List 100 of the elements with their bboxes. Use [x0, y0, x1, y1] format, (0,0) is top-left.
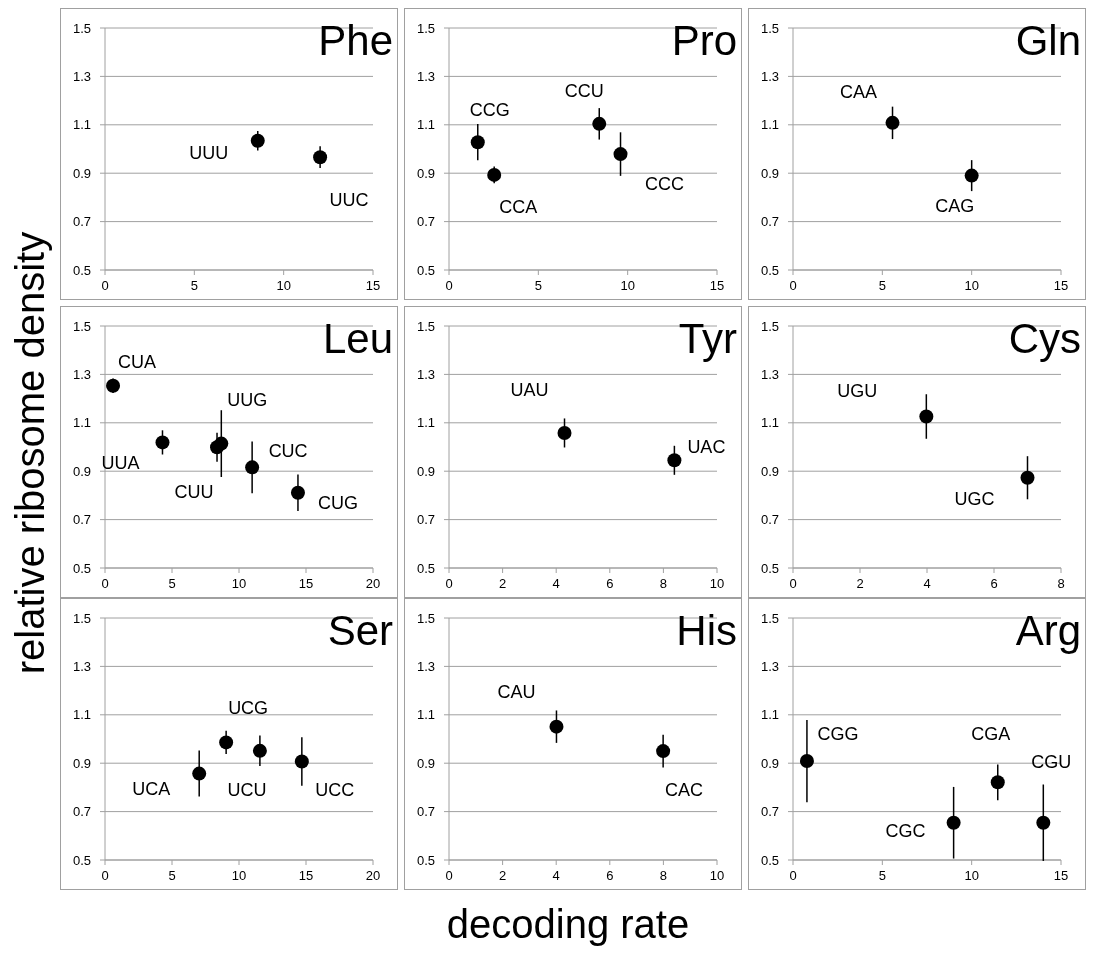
y-tick-label: 0.9 — [416, 463, 435, 479]
x-tick-label: 5 — [168, 576, 176, 591]
x-tick-label: 4 — [552, 576, 560, 591]
x-tick-label: 10 — [709, 868, 725, 883]
x-axis-title: decoding rate — [446, 902, 690, 946]
chart-title: Gln — [1015, 17, 1081, 64]
x-tick-label: 15 — [298, 576, 314, 591]
x-tick-label: 10 — [276, 278, 291, 293]
x-tick-label: 15 — [709, 278, 725, 293]
y-tick-label: 1.1 — [72, 707, 91, 723]
x-tick-label: 0 — [445, 576, 453, 591]
annotation: CGC — [885, 820, 926, 841]
y-tick-label: 0.5 — [416, 852, 435, 868]
y-tick-label: 1.5 — [416, 318, 435, 334]
x-tick-label: 10 — [964, 868, 979, 883]
x-tick-label: 5 — [168, 868, 176, 883]
x-tick-label: 5 — [534, 278, 542, 293]
annotation: CGG — [817, 724, 859, 745]
chart-title: Leu — [322, 315, 393, 362]
y-tick-label: 1.5 — [416, 610, 435, 626]
y-tick-label: 0.5 — [760, 262, 779, 278]
x-tick-label: 6 — [606, 576, 614, 591]
y-tick-label: 1.3 — [416, 68, 435, 84]
y-tick-label: 1.3 — [72, 658, 91, 674]
chart-title: Tyr — [678, 315, 738, 362]
x-tick-label: 2 — [856, 576, 864, 591]
annotation: CAC — [665, 780, 704, 801]
y-tick-label: 0.9 — [760, 463, 779, 479]
y-tick-label: 0.5 — [416, 262, 435, 278]
annotation: UCC — [315, 779, 355, 800]
annotation: UGU — [837, 380, 878, 401]
x-tick-label: 0 — [101, 576, 109, 591]
x-tick-label: 10 — [231, 576, 247, 591]
y-tick-label: 1.5 — [72, 20, 91, 36]
y-tick-label: 0.7 — [416, 512, 435, 528]
x-tick-label: 15 — [298, 868, 314, 883]
x-tick-label: 20 — [365, 576, 381, 591]
y-tick-label: 1.3 — [72, 68, 91, 84]
annotation: CGU — [1031, 751, 1072, 772]
y-tick-label: 1.5 — [760, 318, 779, 334]
annotation: UCG — [228, 698, 269, 719]
annotation: CCA — [499, 196, 538, 217]
y-tick-label: 1.3 — [760, 68, 779, 84]
x-tick-label: 0 — [101, 278, 109, 293]
y-tick-label: 0.9 — [760, 165, 779, 181]
x-tick-label: 10 — [709, 576, 725, 591]
y-tick-label: 0.5 — [72, 852, 91, 868]
y-tick-label: 1.3 — [760, 658, 779, 674]
y-tick-label: 0.9 — [72, 755, 91, 771]
y-tick-label: 1.1 — [760, 415, 779, 431]
x-tick-label: 10 — [620, 278, 635, 293]
annotation: CAG — [935, 195, 975, 216]
y-tick-label: 0.7 — [416, 214, 435, 230]
x-tick-label: 8 — [659, 576, 668, 591]
y-tick-label: 1.5 — [760, 20, 779, 36]
chart-title: Phe — [318, 17, 393, 64]
y-tick-label: 1.5 — [72, 610, 91, 626]
annotation: UAU — [510, 379, 549, 400]
y-tick-label: 1.3 — [416, 658, 435, 674]
x-tick-label: 4 — [923, 576, 931, 591]
annotation: UCA — [132, 778, 171, 799]
annotation: UCU — [227, 779, 267, 800]
chart-title: Ser — [327, 607, 394, 654]
y-tick-label: 0.9 — [416, 755, 435, 771]
annotation: UGC — [954, 488, 995, 509]
annotation: UUC — [329, 190, 369, 211]
annotation: CUU — [174, 482, 214, 503]
annotation: CUC — [268, 441, 308, 462]
x-tick-label: 0 — [789, 868, 797, 883]
y-tick-label: 0.5 — [760, 560, 779, 576]
x-tick-label: 0 — [445, 868, 453, 883]
y-tick-label: 1.5 — [72, 318, 91, 334]
y-tick-label: 1.1 — [416, 415, 435, 431]
x-tick-label: 0 — [445, 278, 453, 293]
chart-title: Arg — [1015, 607, 1081, 654]
x-tick-label: 2 — [498, 576, 507, 591]
y-tick-label: 0.9 — [72, 463, 91, 479]
y-tick-label: 0.9 — [416, 165, 435, 181]
y-tick-label: 0.7 — [416, 804, 435, 820]
annotation: CUA — [118, 351, 157, 372]
y-tick-label: 0.7 — [760, 214, 779, 230]
y-tick-label: 1.3 — [416, 366, 435, 382]
y-tick-label: 1.1 — [72, 415, 91, 431]
x-tick-label: 15 — [365, 278, 381, 293]
y-tick-label: 1.5 — [416, 20, 435, 36]
annotation: CAA — [840, 81, 878, 102]
x-tick-label: 0 — [789, 278, 797, 293]
x-tick-label: 8 — [1057, 576, 1065, 591]
x-tick-label: 0 — [101, 868, 109, 883]
y-tick-label: 0.9 — [760, 755, 779, 771]
x-tick-label: 6 — [990, 576, 998, 591]
x-tick-label: 4 — [552, 868, 560, 883]
annotation: UUG — [227, 389, 268, 410]
x-tick-label: 2 — [498, 868, 507, 883]
y-tick-label: 0.7 — [72, 804, 91, 820]
y-tick-label: 1.1 — [416, 707, 435, 723]
x-tick-label: 6 — [606, 868, 614, 883]
annotation: CCU — [564, 80, 604, 101]
y-tick-label: 0.7 — [72, 214, 91, 230]
x-tick-label: 15 — [1053, 868, 1069, 883]
